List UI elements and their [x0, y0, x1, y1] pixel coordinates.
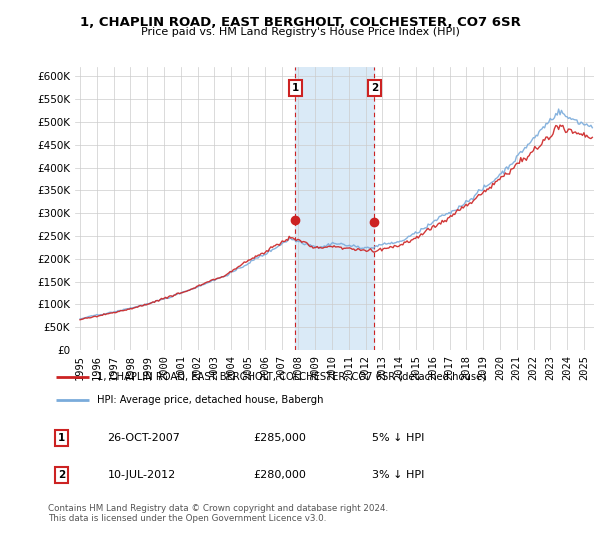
Text: 10-JUL-2012: 10-JUL-2012 [107, 470, 176, 480]
Text: 1, CHAPLIN ROAD, EAST BERGHOLT, COLCHESTER, CO7 6SR (detached house): 1, CHAPLIN ROAD, EAST BERGHOLT, COLCHEST… [97, 372, 486, 382]
Text: 3% ↓ HPI: 3% ↓ HPI [372, 470, 424, 480]
Text: 1, CHAPLIN ROAD, EAST BERGHOLT, COLCHESTER, CO7 6SR: 1, CHAPLIN ROAD, EAST BERGHOLT, COLCHEST… [80, 16, 520, 29]
Text: £285,000: £285,000 [253, 433, 306, 443]
Text: 2: 2 [58, 470, 65, 480]
Text: 26-OCT-2007: 26-OCT-2007 [107, 433, 180, 443]
Text: 1: 1 [58, 433, 65, 443]
Text: Contains HM Land Registry data © Crown copyright and database right 2024.
This d: Contains HM Land Registry data © Crown c… [48, 504, 388, 524]
Text: £280,000: £280,000 [253, 470, 306, 480]
Text: HPI: Average price, detached house, Babergh: HPI: Average price, detached house, Babe… [97, 395, 323, 405]
Text: Price paid vs. HM Land Registry's House Price Index (HPI): Price paid vs. HM Land Registry's House … [140, 27, 460, 37]
Text: 1: 1 [292, 83, 299, 93]
Text: 2: 2 [371, 83, 378, 93]
Bar [295, 67, 374, 350]
Text: 5% ↓ HPI: 5% ↓ HPI [372, 433, 424, 443]
